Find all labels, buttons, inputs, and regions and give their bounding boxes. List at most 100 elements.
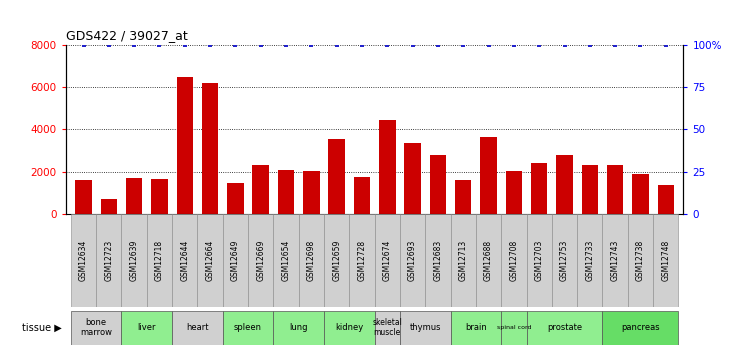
Bar (147, 214, 172, 307)
Text: GSM12718: GSM12718 (155, 240, 164, 281)
Point (129, 42, 140, 48)
Bar (425, 214, 450, 307)
Bar (577, 214, 602, 307)
Text: bone
marrow: bone marrow (80, 318, 112, 337)
Bar (531, 163, 548, 214)
Bar (658, 185, 674, 214)
Bar (324, 214, 349, 307)
Bar (526, 214, 552, 307)
Point (204, 42, 216, 48)
Bar (177, 77, 193, 214)
Text: GSM12738: GSM12738 (636, 240, 645, 281)
Bar (349, 214, 374, 307)
Bar (121, 310, 172, 345)
Text: tissue ▶: tissue ▶ (23, 323, 62, 333)
Bar (556, 155, 572, 214)
Bar (101, 199, 117, 214)
Bar (197, 214, 223, 307)
Text: thymus: thymus (409, 323, 441, 332)
Point (558, 42, 570, 48)
Text: liver: liver (137, 323, 156, 332)
Bar (273, 310, 324, 345)
Point (382, 42, 393, 48)
Bar (653, 214, 678, 307)
Bar (375, 214, 400, 307)
Bar (121, 214, 147, 307)
Text: skeletal
muscle: skeletal muscle (372, 318, 402, 337)
Bar (455, 180, 471, 214)
Text: lung: lung (289, 323, 308, 332)
Point (179, 42, 191, 48)
Bar (450, 310, 501, 345)
Point (103, 42, 115, 48)
Text: brain: brain (465, 323, 487, 332)
Point (432, 42, 444, 48)
Bar (501, 214, 526, 307)
Bar (501, 310, 526, 345)
Text: GSM12664: GSM12664 (205, 240, 215, 281)
Bar (328, 139, 345, 214)
Bar (96, 214, 121, 307)
Text: GSM12733: GSM12733 (586, 240, 594, 281)
Text: GSM12743: GSM12743 (610, 240, 620, 281)
Point (230, 42, 241, 48)
Bar (71, 310, 121, 345)
Bar (172, 214, 197, 307)
Bar (71, 214, 96, 307)
Text: GSM12683: GSM12683 (433, 240, 442, 281)
Bar (151, 179, 167, 214)
Bar (223, 214, 248, 307)
Point (482, 42, 494, 48)
Bar (400, 214, 425, 307)
Text: GSM12693: GSM12693 (408, 240, 417, 281)
Point (635, 42, 646, 48)
Text: GSM12703: GSM12703 (534, 240, 544, 281)
Bar (480, 137, 497, 214)
Text: GSM12688: GSM12688 (484, 240, 493, 281)
Bar (126, 178, 143, 214)
Point (154, 42, 165, 48)
Bar (506, 170, 522, 214)
Bar (404, 143, 421, 214)
Bar (223, 310, 273, 345)
Point (458, 42, 469, 48)
Point (609, 42, 621, 48)
Bar (526, 310, 602, 345)
Text: spleen: spleen (234, 323, 262, 332)
Text: GSM12723: GSM12723 (105, 240, 113, 281)
Point (77, 42, 89, 48)
Point (508, 42, 520, 48)
Text: GSM12654: GSM12654 (281, 240, 290, 281)
Point (584, 42, 596, 48)
Text: GSM12708: GSM12708 (510, 240, 518, 281)
Point (280, 42, 292, 48)
Bar (450, 214, 476, 307)
Text: prostate: prostate (547, 323, 582, 332)
Bar (354, 177, 370, 214)
Bar (278, 169, 295, 214)
Text: GSM12728: GSM12728 (357, 240, 366, 281)
Point (255, 42, 267, 48)
Text: spinal cord: spinal cord (496, 325, 531, 330)
Bar (252, 165, 269, 214)
Point (306, 42, 317, 48)
Text: kidney: kidney (336, 323, 363, 332)
Point (660, 42, 672, 48)
Bar (324, 310, 375, 345)
Bar (303, 170, 319, 214)
Bar (202, 83, 219, 214)
Bar (379, 120, 395, 214)
Bar (602, 310, 678, 345)
Text: pancreas: pancreas (621, 323, 660, 332)
Text: GSM12753: GSM12753 (560, 240, 569, 281)
Bar (299, 214, 324, 307)
Bar (430, 155, 446, 214)
Text: heart: heart (186, 323, 208, 332)
Text: GSM12634: GSM12634 (79, 240, 88, 281)
Bar (607, 165, 624, 214)
Bar (400, 310, 450, 345)
Bar (602, 214, 628, 307)
Text: GSM12644: GSM12644 (181, 240, 189, 281)
Point (406, 42, 418, 48)
Bar (273, 214, 299, 307)
